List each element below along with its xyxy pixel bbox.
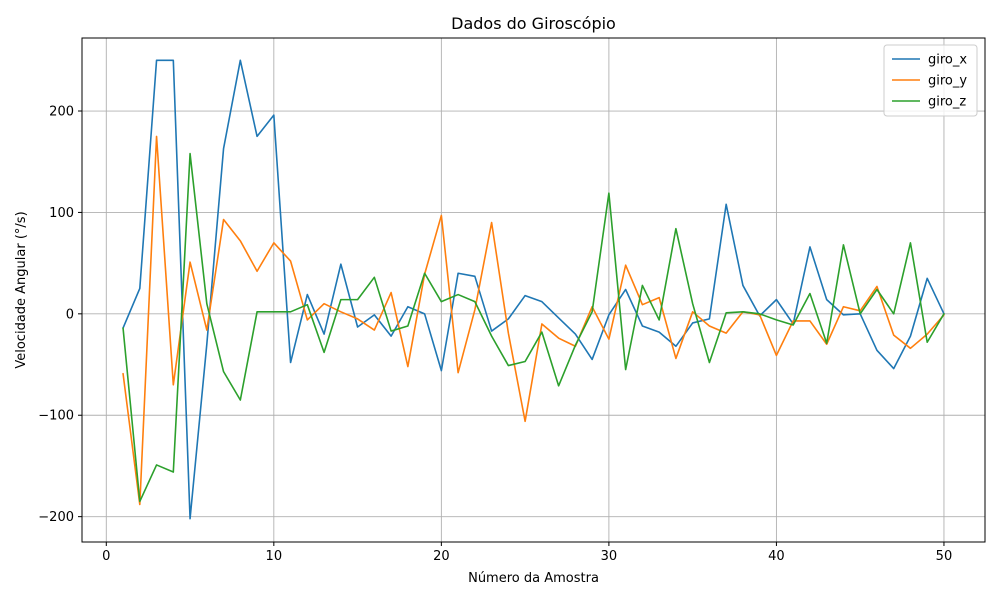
- legend-label-giro-y: giro_y: [928, 74, 967, 89]
- x-tick-label: 20: [433, 549, 450, 564]
- y-tick-label: 100: [49, 206, 74, 221]
- legend-label-giro-x: giro_x: [928, 53, 967, 68]
- x-tick-label: 40: [768, 549, 785, 564]
- series-line-giro-x: [122, 59, 945, 520]
- y-tick-label: −100: [38, 409, 74, 424]
- series-line-giro-y: [122, 135, 945, 506]
- legend-label-giro-z: giro_z: [928, 95, 966, 110]
- y-tick-label: 200: [49, 105, 74, 120]
- x-tick-label: 0: [102, 549, 110, 564]
- x-tick-label: 30: [601, 549, 618, 564]
- x-tick-label: 10: [266, 549, 283, 564]
- series-layer: [122, 59, 945, 520]
- y-tick-label: 0: [66, 307, 74, 322]
- axis-ticks: 0 10 20 30 40 50 −200 −100 0 100 200: [38, 105, 952, 564]
- chart-title: Dados do Giroscópio: [451, 14, 616, 33]
- plot-area-frame: [81, 37, 986, 543]
- series-line-giro-z: [122, 152, 945, 503]
- legend: giro_x giro_y giro_z: [883, 44, 978, 117]
- legend-box: [883, 44, 978, 117]
- y-axis-label: Velocidade Angular (°/s): [14, 211, 29, 368]
- x-axis-label: Número da Amostra: [468, 571, 599, 586]
- y-tick-label: −200: [38, 510, 74, 525]
- x-tick-label: 50: [936, 549, 953, 564]
- grid: [82, 38, 985, 542]
